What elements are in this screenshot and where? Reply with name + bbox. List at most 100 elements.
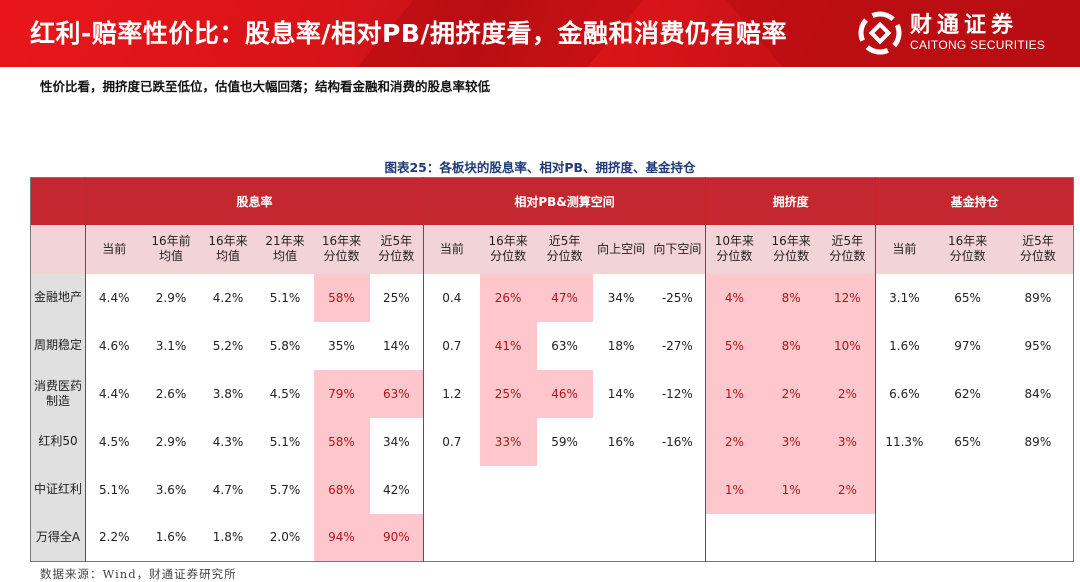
table-cell: 2.9% bbox=[142, 273, 200, 322]
table-cell: 1.6% bbox=[875, 321, 933, 370]
table-cell: 5.1% bbox=[85, 465, 143, 514]
table-cell bbox=[423, 465, 480, 514]
table-cell-highlighted: 25% bbox=[479, 369, 537, 418]
table-cell: 4.5% bbox=[85, 417, 143, 466]
column-header: 当前 bbox=[85, 224, 143, 274]
figure-title: 图表25：各板块的股息率、相对PB、拥挤度、基金持仓 bbox=[384, 160, 696, 175]
row-label: 周期稳定 bbox=[30, 321, 86, 370]
table-cell bbox=[592, 513, 650, 562]
column-header-line2: 均值 bbox=[158, 249, 183, 263]
column-header-line2: 分位数 bbox=[949, 249, 986, 263]
table-cell bbox=[536, 513, 593, 562]
table-cell-highlighted: 1% bbox=[705, 369, 763, 418]
table-cell bbox=[423, 513, 480, 562]
logo-name-cn: 财通证券 bbox=[910, 13, 1019, 38]
table-cell bbox=[875, 465, 933, 514]
table-cell-highlighted: 68% bbox=[313, 465, 370, 514]
row-label: 红利50 bbox=[30, 417, 86, 466]
column-header-line1: 当前 bbox=[892, 241, 917, 256]
column-header-line1: 当前 bbox=[439, 241, 464, 256]
table-cell: 2.6% bbox=[142, 369, 200, 418]
group-dividend-yield: 股息率 bbox=[84, 177, 424, 225]
table-cell: 1.6% bbox=[142, 513, 200, 562]
table-cell-highlighted: 5% bbox=[705, 321, 763, 370]
group-relative-pb: 相对PB&测算空间 bbox=[423, 177, 706, 225]
table-cell-highlighted: 12% bbox=[819, 273, 876, 322]
column-header: 10年来 分位数 bbox=[705, 224, 763, 274]
table-row: 消费医药 制造 4.4% 2.6% 3.8% 4.5% 79% 63% 1.2 25% 46% 14%… bbox=[30, 369, 1074, 418]
table-cell: 4.4% bbox=[85, 273, 143, 322]
table-cell bbox=[479, 465, 537, 514]
table-cell: 2.2% bbox=[85, 513, 143, 562]
data-source-note: 数据来源：Wind，财通证券研究所 bbox=[40, 567, 237, 581]
column-header-line1: 向下空间 bbox=[653, 241, 702, 256]
column-header: 向下空间 bbox=[649, 224, 706, 274]
table-cell: 97% bbox=[932, 321, 1003, 370]
table-cell: 3.1% bbox=[142, 321, 200, 370]
table-cell-highlighted: 8% bbox=[762, 273, 820, 322]
column-header: 当前 bbox=[423, 224, 480, 274]
table-row: 中证红利 5.1% 3.6% 4.7% 5.7% 68% 42% 1% 1% 2% bbox=[30, 465, 1074, 514]
table-cell: 62% bbox=[932, 369, 1003, 418]
table-cell-highlighted: 3% bbox=[819, 417, 876, 466]
row-label: 消费医药 制造 bbox=[30, 369, 86, 418]
table-cell: 35% bbox=[313, 321, 370, 370]
table-cell-highlighted: 4% bbox=[705, 273, 763, 322]
group-header-row: 股息率 相对PB&测算空间 拥挤度 基金持仓 bbox=[30, 177, 1074, 225]
table-cell: 59% bbox=[536, 417, 593, 466]
table-cell: 16% bbox=[592, 417, 650, 466]
column-header-line2: 分位数 bbox=[490, 249, 527, 263]
table-cell-highlighted: 2% bbox=[705, 417, 763, 466]
table-cell: 3.6% bbox=[142, 465, 200, 514]
column-header: 16年来 分位数 bbox=[932, 224, 1003, 274]
table-cell: 6.6% bbox=[875, 369, 933, 418]
table-cell: 65% bbox=[932, 417, 1003, 466]
table-cell: 14% bbox=[369, 321, 424, 370]
table-cell: 4.2% bbox=[199, 273, 257, 322]
column-header: 当前 bbox=[875, 224, 933, 274]
table-cell: 4.3% bbox=[199, 417, 257, 466]
table-cell: 5.1% bbox=[256, 417, 314, 466]
table-cell: 84% bbox=[1002, 369, 1074, 418]
row-label-line1: 红利50 bbox=[38, 434, 78, 448]
column-header-line1: 16年来 bbox=[947, 234, 988, 248]
column-header-line1: 16年前 bbox=[151, 234, 191, 248]
column-header: 16年来 均值 bbox=[199, 224, 257, 274]
caitong-logo-icon bbox=[858, 11, 902, 55]
table-cell: -12% bbox=[649, 369, 706, 418]
group-fund-holdings: 基金持仓 bbox=[875, 177, 1074, 225]
group-crowding: 拥挤度 bbox=[705, 177, 876, 225]
table-cell-highlighted: 58% bbox=[313, 273, 370, 322]
table-cell-highlighted: 46% bbox=[536, 369, 593, 418]
table-cell-highlighted: 33% bbox=[479, 417, 537, 466]
table-cell bbox=[932, 465, 1003, 514]
table-cell: -16% bbox=[649, 417, 706, 466]
table-cell-highlighted: 1% bbox=[705, 465, 763, 514]
table-cell: 34% bbox=[369, 417, 424, 466]
table-cell: 5.1% bbox=[256, 273, 314, 322]
column-header-row: 当前 16年前 均值 16年来 均值 21年来 均值 16年来 分位数 近5年 分位数 当前 16年来分… bbox=[30, 224, 1074, 274]
column-header-line1: 向上空间 bbox=[597, 241, 646, 256]
row-label-line1: 消费医药 bbox=[33, 378, 82, 393]
table-cell: 1.8% bbox=[199, 513, 257, 562]
column-header-line2: 均值 bbox=[215, 249, 240, 263]
column-header: 近5年 分位数 bbox=[536, 224, 593, 274]
column-header: 近5年 分位数 bbox=[819, 224, 876, 274]
column-header-line2: 分位数 bbox=[716, 249, 753, 263]
column-header-line1: 21年来 bbox=[265, 234, 305, 248]
table-cell bbox=[479, 513, 537, 562]
table-cell: 4.5% bbox=[256, 369, 314, 418]
table-row: 红利50 4.5% 2.9% 4.3% 5.1% 58% 34% 0.7 33% 59% 16% -1… bbox=[30, 417, 1074, 466]
table-cell: 18% bbox=[592, 321, 650, 370]
table-cell: 5.2% bbox=[199, 321, 257, 370]
row-label-line2: 制造 bbox=[45, 393, 70, 408]
table-cell: 25% bbox=[369, 273, 424, 322]
column-header-line2: 均值 bbox=[272, 249, 297, 263]
table-cell bbox=[875, 513, 933, 562]
row-label: 中证红利 bbox=[30, 465, 86, 514]
corner-cell bbox=[30, 224, 86, 274]
table-cell-highlighted: 2% bbox=[762, 369, 820, 418]
table-cell: 3.8% bbox=[199, 369, 257, 418]
column-header: 16年来 分位数 bbox=[479, 224, 537, 274]
sector-metrics-table: 股息率 相对PB&测算空间 拥挤度 基金持仓 当前 16年前 均值 16年来 均值 21年… bbox=[30, 177, 1075, 562]
